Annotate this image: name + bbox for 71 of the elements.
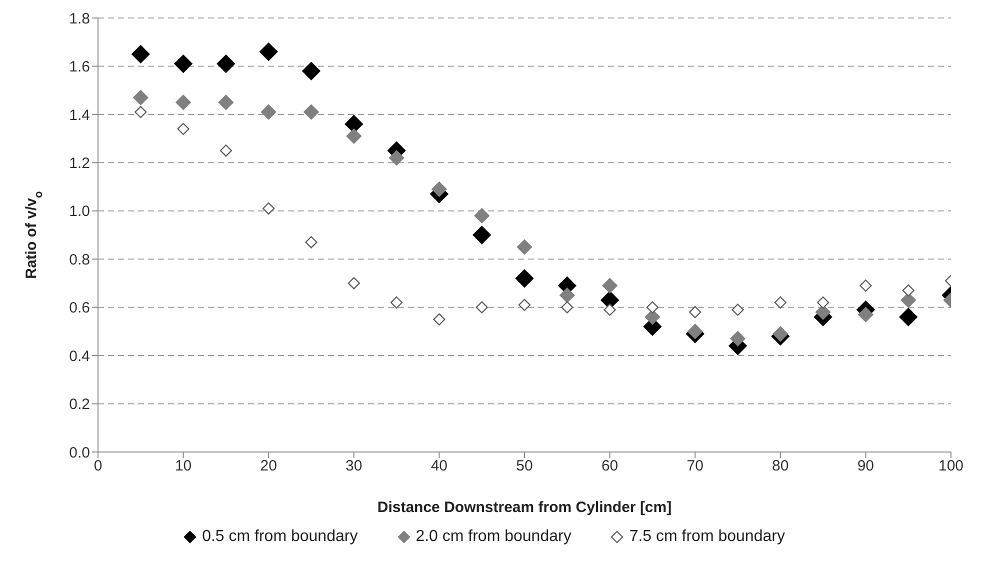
point [262,202,275,215]
point [515,269,534,288]
y-tick-label: 0.2 [69,396,90,414]
x-tick-label: 40 [430,458,448,475]
point [432,182,447,197]
point [305,236,318,248]
point [560,288,575,303]
point [218,94,234,110]
point [732,304,744,316]
point [516,239,532,255]
point [260,42,278,61]
point [133,90,148,106]
x-tick-label: 80 [772,458,789,475]
point [304,104,319,120]
legend-label: 7.5 cm from boundary [629,528,785,546]
point [518,298,531,312]
y-tick-label: 1.4 [69,106,90,124]
y-tick-label: 1.6 [69,58,90,76]
y-tick-label: 1.8 [69,10,90,28]
point [220,144,232,157]
point [816,296,830,309]
point [346,128,362,144]
x-tick-label: 50 [516,458,533,475]
x-tick-label: 30 [346,458,362,475]
point [902,284,914,297]
y-tick-label: 0.6 [69,300,90,317]
point [815,304,831,320]
point [899,308,918,326]
legend-label: 2.0 cm from boundary [416,528,572,546]
y-tick-label: 0.4 [69,348,90,365]
point [646,301,659,314]
x-tick-label: 60 [601,458,618,475]
point [474,208,490,224]
point [472,226,491,244]
point [177,122,190,136]
point [730,331,746,346]
y-tick-label: 0.0 [69,444,90,462]
point [858,306,874,322]
point [132,45,150,64]
point [774,296,786,309]
point [602,278,618,294]
x-tick-label: 10 [174,458,192,475]
point [388,150,404,166]
point [561,301,574,314]
point [302,62,320,80]
point [348,277,360,290]
x-tick-label: 70 [686,458,704,475]
point [644,309,660,325]
point [476,301,488,314]
point [900,292,916,308]
y-tick-label: 1.0 [69,203,90,220]
point [604,304,616,316]
point [689,306,702,318]
point [216,54,236,73]
point [390,296,403,309]
point [772,326,788,342]
point [174,54,192,73]
point [688,324,703,340]
legend-label: 0.5 cm from boundary [202,528,358,546]
x-tick-label: 0 [94,458,102,475]
x-tick-label: 20 [260,458,277,475]
point [433,313,446,326]
point [261,104,276,120]
point [176,94,191,110]
y-tick-label: 0.8 [69,251,90,268]
x-tick-label: 100 [938,458,964,475]
point [860,280,872,292]
y-tick-label: 1.2 [69,154,90,172]
x-axis-title: Distance Downstream from Cylinder [cm] [377,499,672,516]
point [134,106,147,118]
x-tick-label: 90 [857,458,874,475]
